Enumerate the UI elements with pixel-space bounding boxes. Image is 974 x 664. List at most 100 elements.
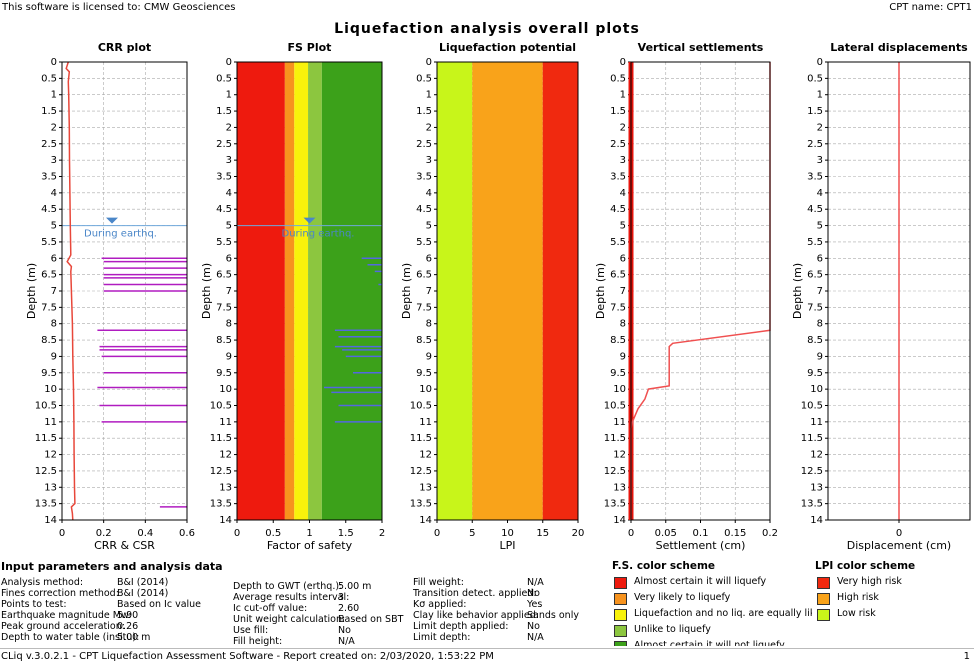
param-label: Earthquake magnitude Mw: [1, 610, 132, 621]
y-tick-label: 2 [817, 122, 823, 133]
y-tick-label: 13 [613, 482, 626, 493]
x-tick-label: 0 [59, 528, 65, 539]
y-tick-label: 3 [226, 155, 232, 166]
y-tick-label: 6 [226, 253, 232, 264]
y-tick-label: 14 [219, 515, 232, 526]
y-tick-label: 5.5 [610, 237, 626, 248]
y-tick-label: 6.5 [41, 270, 57, 281]
param-label: Use fill: [233, 625, 269, 636]
y-tick-label: 11 [613, 417, 626, 428]
y-tick-label: 10 [44, 384, 57, 395]
param-value: 0.26 [117, 621, 139, 632]
y-tick-label: 3 [817, 155, 823, 166]
y-tick-label: 10.5 [35, 401, 57, 412]
y-tick-label: 7.5 [416, 302, 432, 313]
water-table-marker [303, 217, 316, 224]
y-tick-label: 3.5 [41, 172, 57, 183]
y-tick-label: 1 [51, 90, 57, 101]
y-tick-label: 13.5 [801, 499, 823, 510]
y-tick-label: 8 [51, 319, 57, 330]
scheme-swatch [817, 609, 830, 621]
param-value: B&I (2014) [117, 588, 169, 599]
param-label: Analysis method: [1, 577, 84, 588]
scheme-swatch [614, 577, 627, 589]
x-tick-label: 0 [896, 528, 902, 539]
profile-line [97, 257, 187, 508]
y-tick-label: 9 [51, 351, 57, 362]
y-tick-label: 12.5 [410, 466, 432, 477]
param-value: Based on Ic value [117, 599, 202, 610]
y-tick-label: 9.5 [41, 368, 57, 379]
x-tick-label: 0.2 [96, 528, 112, 539]
param-value: Sands only [527, 610, 579, 621]
panel-title: FS Plot [288, 41, 332, 54]
y-tick-label: 14 [613, 515, 626, 526]
y-tick-label: 9.5 [807, 368, 823, 379]
param-label: Kσ applied: [413, 599, 467, 610]
y-axis-label: Depth (m) [200, 263, 213, 319]
y-tick-label: 11.5 [210, 433, 232, 444]
y-tick-label: 3.5 [216, 172, 232, 183]
x-tick-label: 0.2 [762, 528, 778, 539]
y-tick-label: 13 [419, 482, 432, 493]
water-table-marker [106, 217, 118, 224]
y-tick-label: 11 [44, 417, 57, 428]
y-tick-label: 8.5 [610, 335, 626, 346]
color-band [321, 62, 382, 520]
x-tick-label: 0.4 [137, 528, 153, 539]
y-tick-label: 9.5 [416, 368, 432, 379]
y-tick-label: 12.5 [801, 466, 823, 477]
param-label: Clay like behavior applied: [413, 610, 539, 621]
param-value: B&I (2014) [117, 577, 169, 588]
y-axis-label: Depth (m) [400, 263, 413, 319]
y-tick-label: 6 [620, 253, 626, 264]
param-label: Points to test: [1, 599, 67, 610]
y-axis-label: Depth (m) [791, 263, 804, 319]
scheme-title: F.S. color scheme [612, 560, 716, 572]
y-tick-label: 2.5 [807, 139, 823, 150]
color-band [472, 62, 543, 520]
y-tick-label: 2.5 [216, 139, 232, 150]
y-tick-label: 10.5 [604, 401, 626, 412]
y-tick-label: 13 [810, 482, 823, 493]
param-value: No [338, 625, 351, 636]
y-tick-label: 8 [226, 319, 232, 330]
y-tick-label: 4.5 [610, 204, 626, 215]
x-tick-label: 0 [628, 528, 634, 539]
y-tick-label: 6.5 [216, 270, 232, 281]
y-tick-label: 3.5 [807, 172, 823, 183]
param-value: Based on SBT [338, 614, 404, 625]
color-scheme: LPI color scheme Very high risk High risk L… [815, 558, 965, 646]
y-tick-label: 13.5 [210, 499, 232, 510]
x-tick-label: 1 [306, 528, 312, 539]
y-tick-label: 7.5 [216, 302, 232, 313]
y-tick-label: 2 [426, 122, 432, 133]
y-tick-label: 1 [226, 90, 232, 101]
y-tick-label: 0 [51, 57, 57, 68]
x-tick-label: 0 [234, 528, 240, 539]
y-tick-label: 6 [426, 253, 432, 264]
y-tick-label: 4.5 [807, 204, 823, 215]
footer-line [0, 648, 974, 649]
scheme-label: High risk [837, 592, 879, 603]
y-tick-label: 9.5 [610, 368, 626, 379]
y-tick-label: 11 [810, 417, 823, 428]
x-axis-label: LPI [499, 539, 515, 552]
param-value: N/A [527, 632, 544, 643]
y-tick-label: 8.5 [807, 335, 823, 346]
y-tick-label: 9 [226, 351, 232, 362]
y-tick-label: 13.5 [35, 499, 57, 510]
y-tick-label: 10 [419, 384, 432, 395]
scheme-label: Unlike to liquefy [634, 624, 711, 635]
x-axis-label: Settlement (cm) [656, 539, 746, 552]
scheme-swatch [614, 641, 627, 646]
license-text: This software is licensed to: CMW Geosci… [1, 2, 235, 13]
y-tick-label: 5 [426, 221, 432, 232]
x-tick-label: 2 [379, 528, 385, 539]
param-value: No [527, 588, 540, 599]
y-tick-label: 3.5 [416, 172, 432, 183]
x-tick-label: 0.5 [265, 528, 281, 539]
scheme-swatch [614, 609, 627, 621]
y-tick-label: 7.5 [41, 302, 57, 313]
param-label: Fill height: [233, 636, 283, 647]
